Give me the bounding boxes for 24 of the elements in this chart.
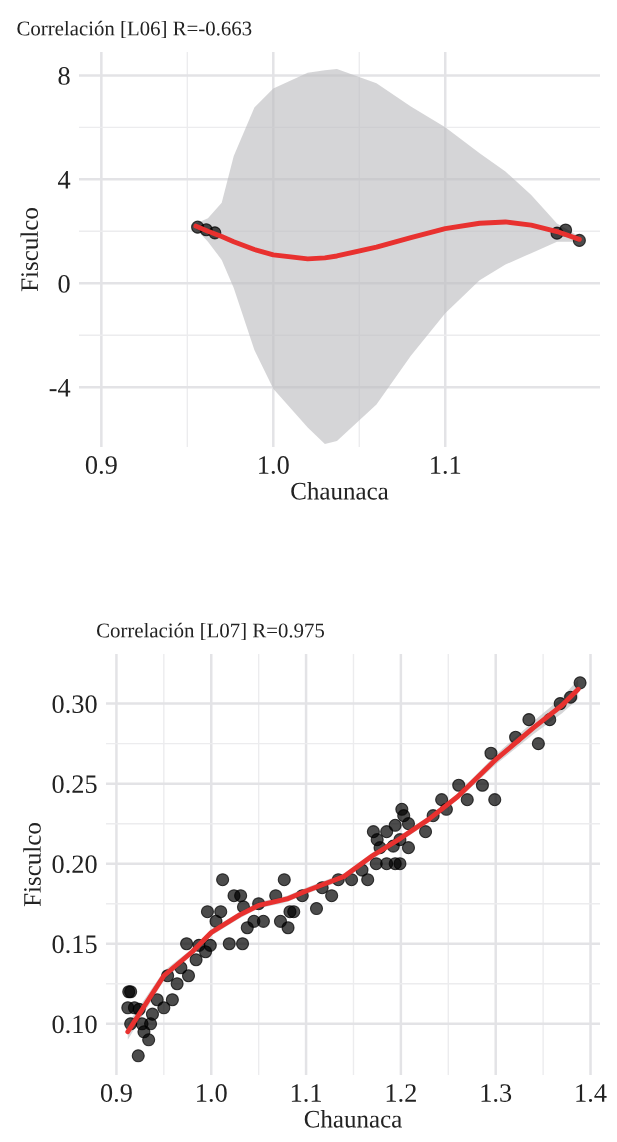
x-tick-label: 1.3 bbox=[481, 1084, 512, 1103]
y-tick-label: 0.15 bbox=[52, 935, 97, 954]
y-tick-label: 8 bbox=[58, 67, 70, 85]
y-tick-label: 4 bbox=[57, 171, 71, 189]
y-axis-title: Fisculco bbox=[23, 823, 41, 907]
x-axis-title: Chaunaca bbox=[291, 482, 389, 500]
y-tick-label: 0 bbox=[58, 274, 70, 293]
x-tick-label: 0.9 bbox=[85, 456, 117, 475]
x-tick-label: 1.1 bbox=[431, 456, 461, 475]
x-tick-label: 1.4 bbox=[576, 1084, 607, 1103]
x-axis-title: Chaunaca bbox=[304, 1110, 402, 1128]
y-tick-label: 0.10 bbox=[52, 1015, 97, 1034]
y-axis-title: Fisculco bbox=[20, 208, 39, 292]
x-tick-label: 1.2 bbox=[386, 1084, 416, 1103]
chart-title: Correlación [L07] R=0.975 bbox=[96, 622, 325, 641]
x-tick-label: 1.1 bbox=[291, 1084, 321, 1103]
y-tick-label: 0.25 bbox=[52, 775, 97, 794]
y-tick-label: -4 bbox=[49, 379, 71, 397]
chart-title: Correlación [L06] R=-0.663 bbox=[17, 20, 252, 39]
y-tick-label: 0.30 bbox=[52, 695, 97, 714]
x-tick-label: 1.0 bbox=[259, 456, 289, 475]
x-tick-label: 1.0 bbox=[197, 1084, 227, 1103]
x-tick-label: 0.9 bbox=[100, 1084, 132, 1103]
y-tick-label: 0.20 bbox=[52, 855, 97, 874]
